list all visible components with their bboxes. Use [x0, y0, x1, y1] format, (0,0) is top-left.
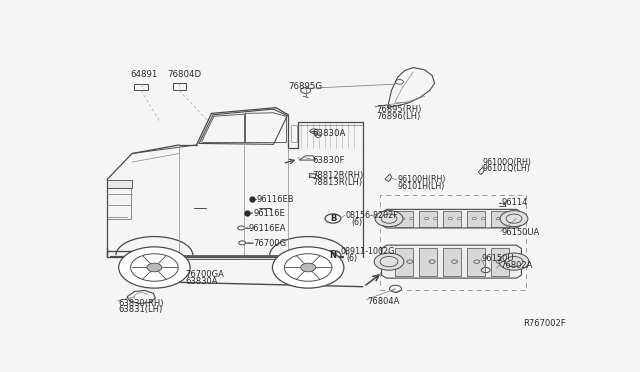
Bar	[380, 195, 526, 289]
Bar	[396, 211, 413, 227]
Text: 96116EB: 96116EB	[256, 195, 294, 204]
Text: 76895G: 76895G	[289, 82, 323, 91]
Text: 76700GA: 76700GA	[186, 270, 225, 279]
Text: 63830A: 63830A	[312, 129, 346, 138]
Circle shape	[481, 218, 485, 220]
Text: 96150UA: 96150UA	[502, 228, 540, 237]
Circle shape	[401, 218, 405, 220]
Circle shape	[500, 211, 528, 227]
Text: 76804D: 76804D	[167, 70, 201, 79]
Circle shape	[301, 263, 316, 272]
Circle shape	[496, 218, 500, 220]
Bar	[291, 125, 297, 142]
Text: R767002F: R767002F	[524, 318, 566, 328]
Bar	[419, 211, 437, 227]
Text: 96101H(LH): 96101H(LH)	[397, 182, 445, 190]
Polygon shape	[381, 245, 522, 278]
Bar	[491, 211, 509, 227]
Circle shape	[147, 263, 162, 272]
Bar	[443, 211, 461, 227]
Circle shape	[374, 253, 404, 270]
Text: 96116E: 96116E	[253, 209, 285, 218]
Circle shape	[472, 218, 476, 220]
Circle shape	[449, 218, 452, 220]
Bar	[108, 180, 132, 188]
Text: (6): (6)	[346, 254, 358, 263]
Text: 96100H(RH): 96100H(RH)	[397, 175, 446, 184]
Bar	[467, 248, 484, 276]
Text: 08911-1002G: 08911-1002G	[340, 247, 395, 256]
Circle shape	[410, 218, 414, 220]
Text: 76802A: 76802A	[500, 261, 533, 270]
Circle shape	[499, 253, 529, 270]
Text: (6): (6)	[352, 218, 363, 227]
Text: 63830F: 63830F	[312, 156, 344, 165]
Text: N: N	[330, 251, 337, 260]
Bar	[467, 211, 484, 227]
Text: 96101Q(LH): 96101Q(LH)	[483, 164, 531, 173]
Bar	[108, 188, 131, 219]
Bar	[491, 248, 509, 276]
Text: B: B	[330, 214, 336, 223]
Text: 76804A: 76804A	[367, 297, 400, 307]
Text: 76895(RH): 76895(RH)	[376, 105, 422, 113]
Text: 78812R(RH): 78812R(RH)	[312, 171, 364, 180]
Circle shape	[458, 218, 461, 220]
Circle shape	[425, 218, 429, 220]
Text: 78813R(LH): 78813R(LH)	[312, 178, 362, 187]
Text: 96116EA: 96116EA	[249, 224, 286, 233]
Bar	[419, 248, 437, 276]
Text: 96100Q(RH): 96100Q(RH)	[483, 158, 532, 167]
Text: 63831(LH): 63831(LH)	[118, 305, 163, 314]
Polygon shape	[381, 209, 522, 228]
Circle shape	[434, 218, 438, 220]
Text: 64891: 64891	[131, 70, 158, 79]
Text: 63830A: 63830A	[186, 277, 218, 286]
Circle shape	[118, 247, 190, 288]
Text: 76896(LH): 76896(LH)	[376, 112, 421, 121]
Text: 96114: 96114	[502, 198, 528, 207]
Circle shape	[375, 211, 403, 227]
Bar	[443, 248, 461, 276]
Circle shape	[505, 218, 509, 220]
Bar	[396, 248, 413, 276]
Bar	[173, 83, 186, 90]
Text: 76700G: 76700G	[253, 239, 287, 248]
Text: 96150U: 96150U	[482, 254, 515, 263]
Text: 08156-8202F: 08156-8202F	[346, 211, 399, 220]
Bar	[134, 84, 148, 90]
Text: 63830(RH): 63830(RH)	[118, 298, 164, 308]
Circle shape	[273, 247, 344, 288]
